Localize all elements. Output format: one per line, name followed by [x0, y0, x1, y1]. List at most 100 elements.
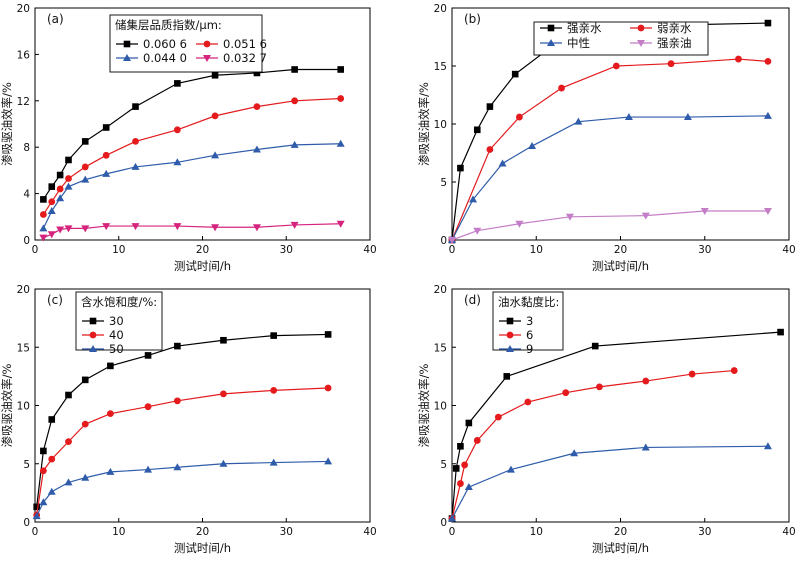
- legend-marker: [89, 317, 97, 325]
- data-point: [65, 156, 72, 164]
- data-point: [48, 416, 56, 423]
- series-1: [448, 367, 738, 522]
- legend-label: 强亲水: [567, 21, 602, 35]
- data-point: [591, 342, 599, 350]
- data-point: [39, 498, 48, 506]
- y-tick-label: 5: [440, 459, 447, 471]
- panel-label: (d): [464, 293, 481, 307]
- data-point: [56, 226, 65, 234]
- data-point: [473, 126, 481, 134]
- y-tick-label: 4: [23, 189, 30, 201]
- x-tick-label: 40: [782, 526, 795, 538]
- data-point: [39, 234, 48, 242]
- y-axis-label: 渗吸驱油效率/%: [0, 82, 14, 166]
- legend-box: [533, 21, 709, 56]
- data-point: [777, 328, 784, 336]
- x-axis-label: 测试时间/h: [174, 259, 231, 273]
- data-point: [764, 57, 772, 65]
- data-point: [131, 162, 140, 170]
- data-point: [81, 420, 89, 428]
- data-point: [324, 331, 332, 338]
- data-point: [763, 208, 772, 215]
- data-point: [494, 413, 502, 421]
- data-point: [565, 213, 574, 221]
- data-point: [461, 461, 469, 469]
- legend: 油水黏度比: 369: [492, 291, 564, 356]
- x-tick-label: 30: [698, 244, 711, 256]
- series-2: [448, 442, 772, 522]
- data-point: [336, 139, 345, 147]
- legend-item: 30: [82, 314, 124, 328]
- x-tick-label: 40: [782, 244, 795, 256]
- data-point: [132, 103, 139, 110]
- legend-item: 40: [82, 328, 124, 342]
- x-axis-label: 测试时间/h: [592, 259, 649, 273]
- x-tick-label: 30: [698, 526, 711, 538]
- legend-label: 40: [109, 328, 124, 342]
- data-point: [486, 146, 494, 153]
- series-2: [448, 111, 772, 243]
- data-point: [252, 224, 261, 232]
- data-point: [498, 159, 507, 167]
- legend-title: 油水黏度比:: [498, 295, 559, 309]
- x-tick-label: 20: [196, 244, 209, 256]
- data-point: [211, 151, 220, 159]
- data-point: [132, 138, 139, 145]
- series-line: [451, 58, 768, 241]
- data-point: [64, 225, 73, 233]
- data-point: [448, 514, 456, 522]
- legend-marker: [547, 24, 555, 32]
- data-point: [39, 467, 47, 475]
- x-tick-label: 0: [449, 244, 456, 256]
- data-point: [448, 237, 456, 244]
- legend-marker: [203, 40, 211, 48]
- legend-label: 强亲油: [657, 36, 692, 50]
- series-line: [451, 22, 768, 241]
- legend-marker: [89, 331, 97, 339]
- data-point: [252, 145, 261, 153]
- series-1: [448, 55, 772, 244]
- data-point: [624, 113, 633, 121]
- data-point: [173, 126, 181, 134]
- data-point: [270, 386, 278, 394]
- y-tick-label: 20: [434, 284, 447, 296]
- data-point: [730, 367, 738, 374]
- data-point: [47, 487, 56, 495]
- data-point: [558, 84, 565, 92]
- data-point: [47, 207, 56, 214]
- legend-label: 0.044 0: [143, 51, 187, 65]
- data-point: [336, 220, 345, 228]
- data-point: [102, 124, 110, 131]
- chart-panel-0: 0 10 20 30 40 0 4 8 12 16 20 测试时间/h 渗吸驱油效率/% (a) 储集层品质…: [0, 3, 377, 273]
- data-point: [64, 182, 73, 190]
- data-point: [570, 449, 579, 457]
- data-point: [612, 62, 620, 70]
- data-point: [65, 391, 72, 399]
- y-tick-label: 20: [17, 284, 30, 296]
- data-point: [596, 383, 603, 391]
- legend-marker: [123, 54, 131, 61]
- x-tick-label: 40: [363, 526, 376, 538]
- data-point: [764, 19, 772, 27]
- data-point: [688, 370, 696, 378]
- data-point: [81, 473, 90, 481]
- data-point: [211, 71, 219, 79]
- series-2: [39, 139, 345, 232]
- series-line: [36, 333, 329, 507]
- series-0: [33, 331, 332, 511]
- y-tick-label: 15: [434, 61, 447, 73]
- legend: 储集层品质指数/μm: 0.060 6 0.051 6 0.044 0 0.032 7: [109, 14, 267, 73]
- x-axis-label: 测试时间/h: [592, 541, 649, 555]
- x-axis-label: 测试时间/h: [174, 541, 231, 555]
- data-point: [39, 211, 47, 218]
- legend-item: 0.051 6: [196, 37, 267, 51]
- y-tick-label: 5: [440, 177, 447, 189]
- data-point: [106, 410, 114, 418]
- series-1: [33, 384, 332, 519]
- y-tick-label: 0: [23, 235, 30, 247]
- data-point: [33, 503, 40, 511]
- data-point: [324, 457, 333, 465]
- chart-panel-1: 0 10 20 30 40 0 5 10 15 20 测试时间/h 渗吸驱油效率/% (b) 强亲水 弱亲水…: [417, 3, 796, 273]
- legend-item: 0.060 6: [116, 37, 187, 51]
